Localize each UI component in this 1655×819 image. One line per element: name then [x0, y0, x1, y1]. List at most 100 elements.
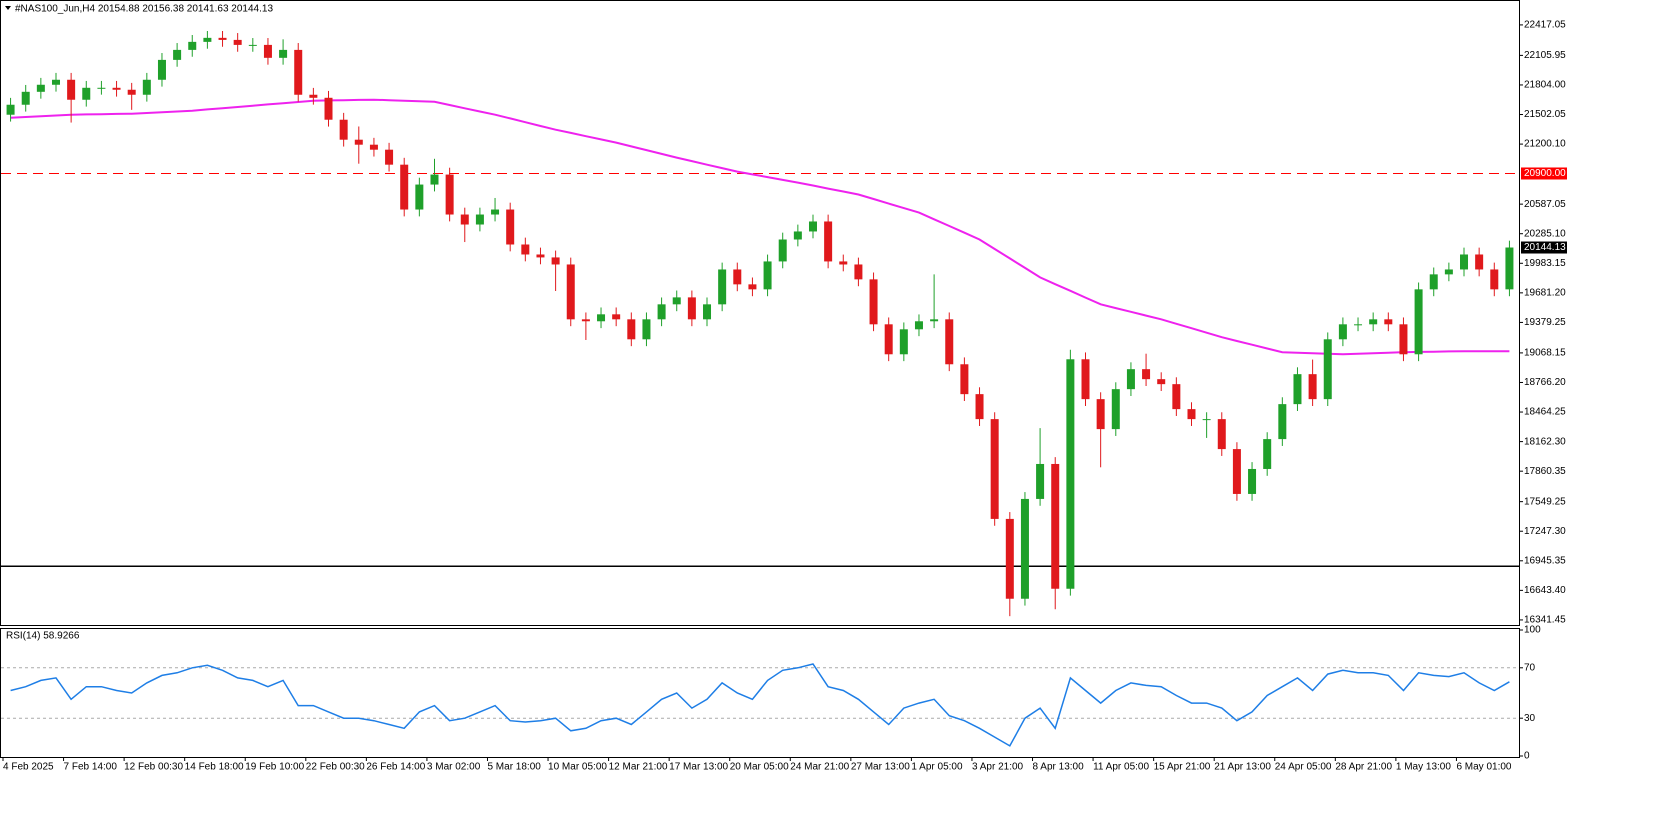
candle-body	[1005, 518, 1014, 599]
candle-body	[279, 49, 288, 58]
candle-body	[793, 231, 802, 240]
candle-body	[990, 419, 999, 519]
y-tick-label: 20587.05	[1524, 199, 1566, 210]
candle-body	[1096, 399, 1105, 430]
candle-body	[460, 214, 469, 225]
candle-body	[551, 257, 560, 265]
candle-body	[51, 79, 60, 85]
candle-body	[324, 97, 333, 120]
candle-body	[1232, 449, 1241, 494]
candle-body	[536, 254, 545, 258]
candle-body	[445, 174, 454, 215]
candle-body	[1444, 269, 1453, 275]
candle-body	[839, 261, 848, 265]
y-tick-label: 22417.05	[1524, 20, 1566, 31]
candle-body	[142, 79, 151, 95]
candle-body	[1354, 324, 1363, 326]
candle-body	[1293, 374, 1302, 405]
y-tick-label: 22105.95	[1524, 50, 1566, 61]
candle-body	[627, 319, 636, 340]
x-tick-label: 8 Apr 13:00	[1033, 762, 1085, 773]
candle-body	[1202, 419, 1211, 421]
candle-body	[1157, 379, 1166, 385]
x-tick-label: 7 Feb 14:00	[64, 762, 118, 773]
rsi-title: RSI(14) 58.9266	[6, 631, 80, 642]
candle-body	[188, 41, 197, 50]
candle-body	[1369, 319, 1378, 325]
candle-body	[1460, 254, 1469, 270]
candle-body	[1142, 369, 1151, 380]
last-price-box	[1521, 241, 1567, 254]
x-tick-label: 21 Apr 13:00	[1214, 762, 1271, 773]
candle-body	[112, 87, 121, 90]
main-pane	[0, 0, 1520, 626]
y-tick-label: 100	[1524, 625, 1541, 636]
y-tick-label: 70	[1524, 662, 1536, 673]
x-tick-label: 4 Feb 2025	[3, 762, 54, 773]
x-tick-label: 12 Feb 00:30	[124, 762, 183, 773]
candle-body	[127, 89, 136, 95]
candle-body	[36, 84, 45, 92]
last-price-label: 20144.13	[1524, 242, 1566, 253]
x-tick-label: 10 Mar 05:00	[548, 762, 607, 773]
y-tick-label: 18766.20	[1524, 377, 1566, 388]
x-tick-label: 20 Mar 05:00	[730, 762, 789, 773]
candle-body	[1278, 404, 1287, 440]
y-tick-label: 0	[1524, 751, 1530, 762]
candle-body	[1338, 324, 1347, 340]
candle-body	[415, 184, 424, 210]
candle-body	[97, 87, 106, 89]
candle-body	[672, 297, 681, 305]
candle-body	[1490, 269, 1499, 290]
candle-body	[67, 79, 76, 100]
candle-body	[657, 304, 666, 320]
y-tick-label: 17860.35	[1524, 466, 1566, 477]
candle-body	[1051, 463, 1060, 589]
candle-body	[1172, 384, 1181, 410]
moving-average	[10, 98, 1510, 356]
y-tick-label: 19681.20	[1524, 287, 1566, 298]
candle-body	[854, 264, 863, 280]
candle-body	[930, 319, 939, 322]
x-tick-label: 15 Apr 21:00	[1154, 762, 1211, 773]
candle-body	[612, 314, 621, 320]
candle-body	[597, 314, 606, 322]
candle-body	[1248, 468, 1257, 494]
candle-body	[1217, 419, 1226, 450]
candle-body	[157, 59, 166, 80]
y-tick-label: 21200.10	[1524, 139, 1566, 150]
y-tick-label: 16945.35	[1524, 555, 1566, 566]
candle-body	[1429, 274, 1438, 290]
rsi-pane	[0, 628, 1520, 758]
candle-body	[733, 269, 742, 285]
candle-body	[778, 239, 787, 262]
x-tick-label: 26 Feb 14:00	[366, 762, 425, 773]
candle-body	[824, 221, 833, 262]
candle-body	[1187, 409, 1196, 420]
candle-body	[506, 209, 515, 245]
candle-body	[1036, 463, 1045, 499]
candle-body	[581, 319, 590, 322]
y-tick-label: 16643.40	[1524, 585, 1566, 596]
x-tick-label: 24 Apr 05:00	[1275, 762, 1332, 773]
y-tick-label: 19068.15	[1524, 348, 1566, 359]
x-tick-label: 6 May 01:00	[1456, 762, 1511, 773]
candle-body	[21, 91, 30, 105]
candle-body	[1323, 339, 1332, 400]
candle-body	[6, 104, 15, 115]
candle-body	[960, 364, 969, 395]
y-tick-label: 30	[1524, 713, 1536, 724]
y-tick-label: 19379.25	[1524, 317, 1566, 328]
x-tick-label: 17 Mar 13:00	[669, 762, 728, 773]
candle-body	[1308, 374, 1317, 400]
candle-body	[263, 44, 272, 58]
y-tick-label: 18162.30	[1524, 436, 1566, 447]
y-tick-label: 18464.25	[1524, 407, 1566, 418]
y-tick-label: 16341.45	[1524, 615, 1566, 626]
candle-body	[1263, 439, 1272, 469]
candle-body	[430, 174, 439, 185]
candle-body	[884, 324, 893, 355]
candle-body	[1414, 289, 1423, 355]
x-tick-label: 3 Apr 21:00	[972, 762, 1024, 773]
candle-body	[248, 44, 257, 46]
